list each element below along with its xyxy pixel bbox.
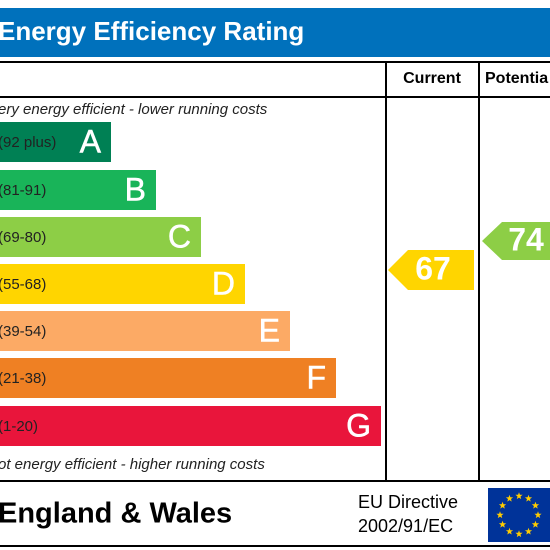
band-bar <box>0 358 336 398</box>
band-letter: G <box>346 407 371 443</box>
eu-star <box>498 501 507 509</box>
band-range: (81-91) <box>0 182 46 199</box>
band-range: (69-80) <box>0 229 46 246</box>
eu-star <box>531 520 540 528</box>
eu-star <box>498 520 507 528</box>
band-bar <box>0 217 201 257</box>
eu-star <box>515 530 523 538</box>
band-range: (1-20) <box>0 418 38 435</box>
band-bar <box>0 264 245 304</box>
band-letter: F <box>306 359 326 395</box>
band-range: (92 plus) <box>0 134 56 151</box>
potential-rating: 74 <box>508 221 544 257</box>
eu-star <box>496 511 504 519</box>
directive-line: 2002/91/EC <box>358 516 453 536</box>
band-letter: D <box>212 265 235 301</box>
current-rating: 67 <box>415 250 451 286</box>
eu-star <box>505 494 514 502</box>
band-letter: E <box>259 312 280 348</box>
eu-star <box>524 527 533 535</box>
band-letter: B <box>125 171 146 207</box>
bottom-note: ot energy efficient - higher running cos… <box>0 456 265 473</box>
band-bar <box>0 122 111 162</box>
eu-star <box>505 527 514 535</box>
potential-header: Potentia <box>485 70 548 87</box>
eu-stars <box>496 492 542 538</box>
eu-star <box>524 494 533 502</box>
eu-star <box>515 492 523 500</box>
top-note: ery energy efficient - lower running cos… <box>0 101 268 118</box>
band-letter: C <box>168 218 191 254</box>
band-range: (21-38) <box>0 370 46 387</box>
eu-star <box>534 511 542 519</box>
current-header: Current <box>403 70 461 87</box>
band-range: (55-68) <box>0 276 46 293</box>
band-bar <box>0 311 290 351</box>
band-bar <box>0 170 156 210</box>
band-bar <box>0 406 381 446</box>
eu-star <box>531 501 540 509</box>
table-lines <box>0 61 550 547</box>
region: England & Wales <box>0 498 232 530</box>
potential-arrow <box>482 222 550 260</box>
current-arrow <box>388 250 474 290</box>
title: Energy Efficiency Rating <box>0 16 304 46</box>
header-bar <box>0 8 550 57</box>
directive-line: EU Directive <box>358 492 458 512</box>
band-letter: A <box>80 123 102 159</box>
band-range: (39-54) <box>0 323 46 340</box>
